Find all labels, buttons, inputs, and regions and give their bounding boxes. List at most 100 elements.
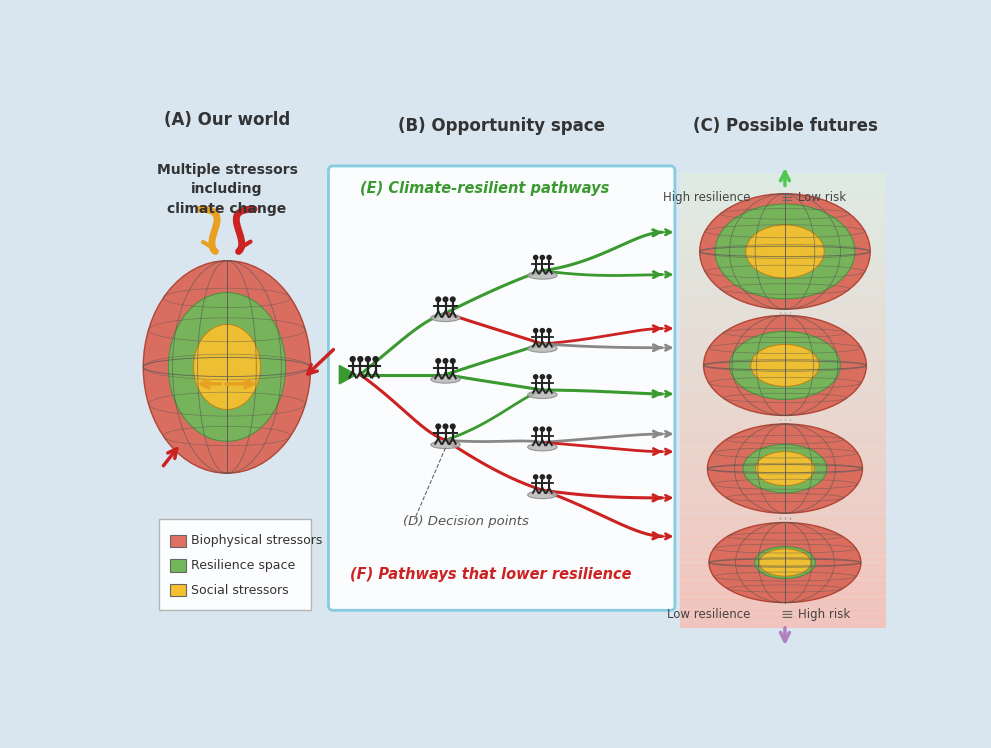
Bar [681, 474, 886, 480]
Ellipse shape [527, 345, 557, 352]
Ellipse shape [431, 375, 460, 383]
Bar [681, 315, 886, 322]
Circle shape [539, 426, 545, 432]
Bar [681, 286, 886, 293]
Circle shape [450, 296, 456, 302]
Bar [681, 411, 886, 418]
Bar [681, 252, 886, 259]
Text: Multiple stressors
including
climate change: Multiple stressors including climate cha… [157, 163, 297, 216]
Ellipse shape [716, 204, 855, 298]
Bar [681, 405, 886, 412]
Text: ≡: ≡ [780, 607, 793, 622]
Text: Biophysical stressors: Biophysical stressors [190, 535, 322, 548]
Bar [681, 321, 886, 327]
Ellipse shape [193, 325, 261, 409]
Ellipse shape [700, 194, 870, 309]
Bar [681, 400, 886, 406]
Bar [681, 542, 886, 548]
Bar [681, 565, 886, 571]
Bar [681, 446, 886, 452]
Circle shape [546, 328, 552, 334]
Bar [681, 366, 886, 373]
Text: High resilience: High resilience [663, 191, 750, 204]
Text: Social stressors: Social stressors [190, 583, 288, 597]
Bar [681, 326, 886, 333]
Bar [681, 298, 886, 304]
Circle shape [435, 358, 441, 364]
Bar [681, 332, 886, 338]
Ellipse shape [729, 331, 840, 399]
Text: High risk: High risk [798, 607, 850, 621]
Ellipse shape [431, 441, 460, 449]
Ellipse shape [144, 261, 310, 473]
Circle shape [539, 328, 545, 334]
Bar [681, 179, 886, 185]
Bar [681, 190, 886, 197]
Polygon shape [339, 366, 357, 384]
Bar [681, 604, 886, 611]
Bar [681, 417, 886, 423]
Bar [681, 429, 886, 435]
Circle shape [442, 296, 449, 302]
Bar [681, 258, 886, 265]
Ellipse shape [754, 547, 816, 578]
Ellipse shape [743, 444, 826, 493]
Text: (F) Pathways that lower resilience: (F) Pathways that lower resilience [350, 567, 631, 582]
Bar [681, 559, 886, 565]
Text: Resilience space: Resilience space [190, 559, 294, 572]
Bar [681, 247, 886, 253]
Bar [681, 514, 886, 520]
Bar [681, 241, 886, 248]
Circle shape [350, 356, 356, 362]
Text: (E) Climate-resilient pathways: (E) Climate-resilient pathways [361, 180, 609, 196]
Text: ≡: ≡ [780, 190, 793, 205]
Text: (A) Our world: (A) Our world [164, 111, 290, 129]
Bar [681, 485, 886, 491]
Bar [681, 587, 886, 594]
Circle shape [546, 255, 552, 260]
Bar [681, 212, 886, 219]
Bar [681, 280, 886, 287]
Ellipse shape [527, 391, 557, 399]
Text: (D) Decision points: (D) Decision points [403, 515, 529, 528]
Ellipse shape [709, 523, 861, 603]
Bar [170, 584, 186, 596]
Bar [681, 230, 886, 236]
Circle shape [435, 423, 441, 429]
Bar [681, 451, 886, 458]
Bar [681, 457, 886, 463]
Ellipse shape [755, 452, 815, 485]
Bar [681, 394, 886, 401]
Circle shape [450, 423, 456, 429]
Bar [681, 196, 886, 202]
Bar [681, 616, 886, 622]
Bar [681, 440, 886, 447]
Ellipse shape [527, 491, 557, 499]
Circle shape [373, 356, 379, 362]
Circle shape [442, 423, 449, 429]
Bar [681, 530, 886, 537]
Circle shape [365, 356, 371, 362]
Bar [681, 264, 886, 270]
Ellipse shape [527, 443, 557, 451]
Bar [681, 519, 886, 526]
Bar [681, 503, 886, 509]
Bar [681, 275, 886, 281]
Bar [681, 269, 886, 276]
Ellipse shape [746, 225, 825, 278]
Bar [681, 173, 886, 180]
Text: (B) Opportunity space: (B) Opportunity space [397, 117, 605, 135]
Bar [681, 548, 886, 554]
Bar [681, 377, 886, 384]
Bar [681, 292, 886, 298]
Bar [681, 571, 886, 577]
FancyBboxPatch shape [159, 518, 310, 610]
Circle shape [539, 255, 545, 260]
Bar [681, 554, 886, 560]
Circle shape [533, 474, 538, 479]
Bar [681, 309, 886, 316]
Ellipse shape [708, 424, 862, 513]
Circle shape [533, 374, 538, 379]
Bar [170, 560, 186, 571]
Bar [681, 337, 886, 344]
